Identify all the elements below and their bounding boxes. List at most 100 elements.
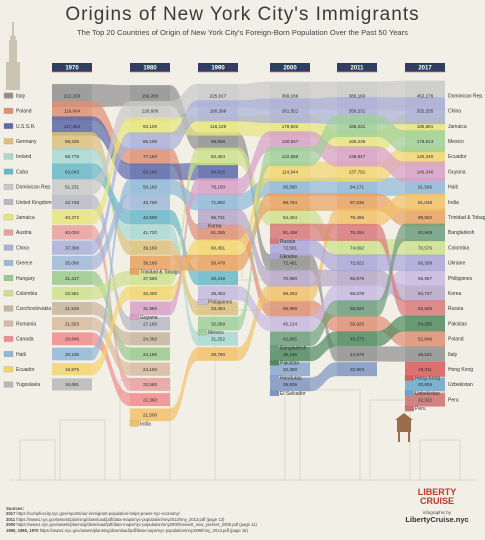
skyline-illustration bbox=[10, 230, 475, 481]
year-label: 1990 bbox=[211, 66, 225, 72]
band-block-hong-kong bbox=[405, 361, 445, 377]
page-title: Origins of New York City's Immigrants bbox=[65, 4, 420, 25]
country-name-right-mexico: Mexico bbox=[448, 139, 464, 145]
flag-icon-italy bbox=[3, 92, 14, 99]
flag-icon-germany bbox=[3, 138, 14, 145]
country-name-united-kingdom: United Kingdom bbox=[16, 200, 52, 206]
band-block-india bbox=[270, 284, 310, 302]
value-label: 114,944 bbox=[282, 169, 299, 174]
band-block-korea bbox=[270, 269, 310, 287]
band-block-austria bbox=[52, 225, 92, 240]
country-name-right-haiti: Haiti bbox=[448, 185, 458, 191]
band-flow-united-kingdom bbox=[92, 194, 130, 331]
flag-icon-india bbox=[129, 420, 140, 427]
country-name-russia: Russia bbox=[280, 239, 296, 245]
value-label: 32,400 bbox=[143, 291, 157, 296]
band-block-china bbox=[52, 240, 92, 255]
value-label: 50,160 bbox=[143, 185, 157, 190]
value-label: 169,235 bbox=[349, 139, 366, 144]
value-label: 76,150 bbox=[211, 185, 225, 190]
band-block-haiti bbox=[405, 177, 445, 196]
band-block-hungary bbox=[52, 271, 92, 285]
band-block-philippines bbox=[337, 285, 377, 302]
band-block-italy bbox=[270, 254, 310, 272]
flag-icon-hong-kong bbox=[404, 375, 415, 381]
source-line: 1990, 1980, 1970 https://www1.nyc.gov/as… bbox=[6, 527, 248, 533]
value-label: 119,604 bbox=[64, 109, 81, 114]
value-label: 32,903 bbox=[350, 367, 364, 372]
year-tab bbox=[270, 63, 310, 71]
band-block-el-salvador bbox=[270, 377, 310, 392]
value-label: 74,692 bbox=[350, 245, 364, 250]
band-block-greece bbox=[52, 255, 92, 270]
flag-icon-ireland bbox=[3, 153, 14, 160]
year-label: 2011 bbox=[350, 66, 364, 72]
value-label: 98,336 bbox=[65, 139, 79, 144]
band-block-philippines bbox=[405, 269, 445, 287]
value-label: 22,581 bbox=[65, 291, 79, 296]
country-name-ireland: Ireland bbox=[16, 154, 32, 160]
value-label: 80,815 bbox=[211, 169, 225, 174]
brand-credit: infographic by bbox=[422, 510, 452, 515]
flag-icon-trinidad-tobago bbox=[129, 268, 140, 275]
band-block-haiti bbox=[337, 177, 377, 196]
country-name-hungary: Hungary bbox=[16, 276, 35, 282]
band-block-ukraine bbox=[405, 254, 445, 272]
band-flow-haiti bbox=[92, 179, 130, 361]
value-label: 93,100 bbox=[143, 124, 157, 129]
year-tab bbox=[130, 63, 170, 71]
country-name-right-bangladesh: Bangladesh bbox=[448, 230, 475, 236]
value-label: 65,657 bbox=[418, 276, 432, 281]
band-block-korea bbox=[405, 285, 445, 302]
country-name-bangladesh: Bangladesh bbox=[280, 345, 307, 351]
country-name-right-russia: Russia bbox=[448, 306, 464, 312]
flag-icon-china bbox=[3, 244, 14, 251]
year-tabs: 1970 1980 1990 2000 2011 2017 bbox=[52, 63, 445, 73]
value-label: 51,231 bbox=[65, 185, 79, 190]
year-label: 2017 bbox=[418, 66, 432, 72]
band-flow-mexico bbox=[238, 146, 270, 331]
value-label: 50,925 bbox=[350, 321, 364, 326]
value-label: 139,947 bbox=[349, 154, 366, 159]
value-label: 91,595 bbox=[418, 185, 432, 190]
value-label: 16,975 bbox=[65, 367, 79, 372]
brand-block: LIBERTY CRUISE infographic by LibertyCru… bbox=[392, 488, 482, 525]
flag-icon-united-kingdom bbox=[3, 199, 14, 205]
band-block-china bbox=[130, 132, 170, 150]
value-label: 42,560 bbox=[143, 215, 157, 220]
country-name-right-dominican-rep: Dominican Rep. bbox=[448, 93, 484, 99]
band-block-cuba bbox=[130, 209, 170, 225]
brand-url: LibertyCruise.nyc bbox=[405, 515, 469, 524]
flag-icon-czechoslovakia bbox=[3, 305, 14, 312]
country-name-right-ecuador: Ecuador bbox=[448, 154, 467, 160]
source-line: 2000 https://www1.nyc.gov/assets/plannin… bbox=[6, 522, 257, 528]
flag-icon-korea bbox=[197, 223, 208, 229]
band-flow-china bbox=[92, 132, 130, 255]
band-flow-bangladesh bbox=[310, 300, 337, 347]
value-label: 28,790 bbox=[211, 352, 225, 357]
source-line: 2011 https://www1.nyc.gov/assets/plannin… bbox=[6, 516, 225, 522]
value-label: 54,285 bbox=[418, 321, 432, 326]
statue-of-liberty-icon bbox=[6, 22, 20, 90]
band-flow-philippines bbox=[238, 286, 270, 332]
band-block-mexico bbox=[270, 146, 310, 167]
flag-icon-uzbekistan bbox=[404, 390, 415, 397]
value-label: 33,384 bbox=[211, 306, 225, 311]
band-block-guyana bbox=[270, 131, 310, 152]
country-name-honduras: Honduras bbox=[280, 376, 302, 382]
value-label: 140,340 bbox=[417, 154, 434, 159]
value-label: 31,252 bbox=[211, 337, 225, 342]
band-block-jamaica bbox=[52, 209, 92, 225]
band-block-hungary bbox=[130, 347, 170, 361]
value-label: 24,160 bbox=[143, 367, 157, 372]
band-block-mexico bbox=[198, 316, 238, 331]
country-name-jamaica: Jamaica bbox=[16, 215, 35, 221]
flag-icon-cuba bbox=[3, 168, 14, 175]
band-block-bangladesh bbox=[405, 223, 445, 242]
band-block-uzbekistan bbox=[405, 377, 445, 392]
band-block-poland bbox=[52, 101, 92, 121]
year-label: 1980 bbox=[143, 66, 157, 72]
band-flow-austria bbox=[92, 225, 130, 391]
band-flow-bangladesh bbox=[377, 223, 405, 317]
